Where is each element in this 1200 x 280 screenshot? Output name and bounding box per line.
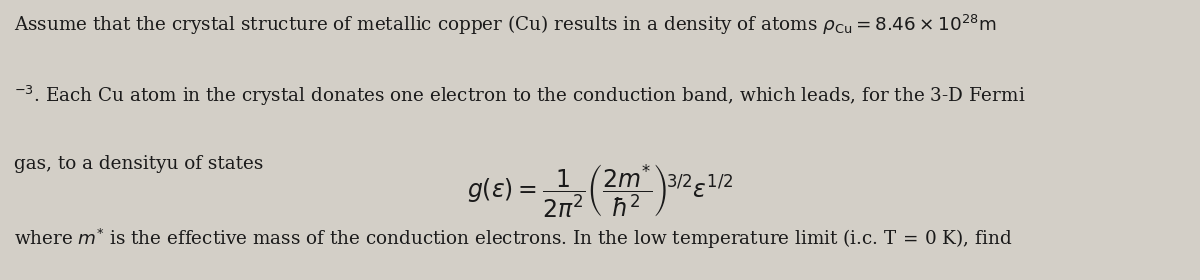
Text: gas, to a densityu of states: gas, to a densityu of states: [14, 155, 264, 173]
Text: where $m^{*}$ is the effective mass of the conduction electrons. In the low temp: where $m^{*}$ is the effective mass of t…: [14, 227, 1013, 251]
Text: $g(\varepsilon) = \dfrac{1}{2\pi^{2}} \left( \dfrac{2m^{*}}{\hbar^{2}} \right)^{: $g(\varepsilon) = \dfrac{1}{2\pi^{2}} \l…: [467, 162, 733, 220]
Text: Assume that the crystal structure of metallic copper (Cu) results in a density o: Assume that the crystal structure of met…: [14, 13, 997, 37]
Text: $^{-3}$. Each Cu atom in the crystal donates one electron to the conduction band: $^{-3}$. Each Cu atom in the crystal don…: [14, 84, 1026, 108]
